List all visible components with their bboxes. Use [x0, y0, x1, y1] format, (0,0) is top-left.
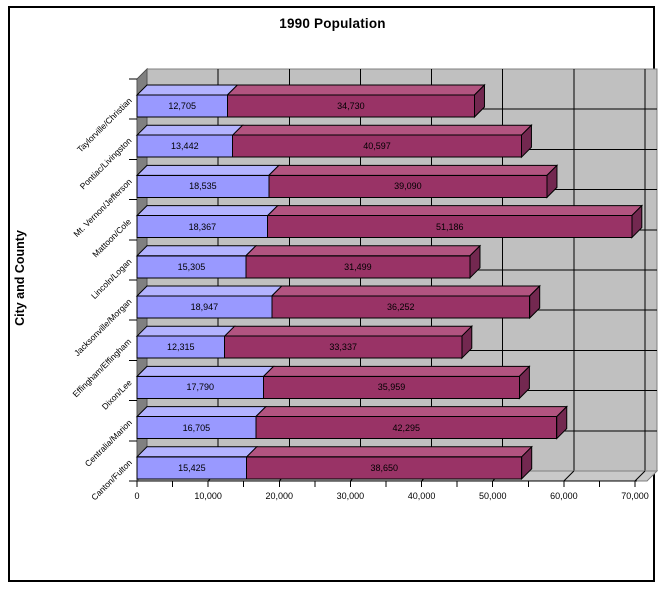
y-axis-title: City and County — [13, 230, 27, 326]
chart-title: 1990 Population — [279, 16, 386, 31]
